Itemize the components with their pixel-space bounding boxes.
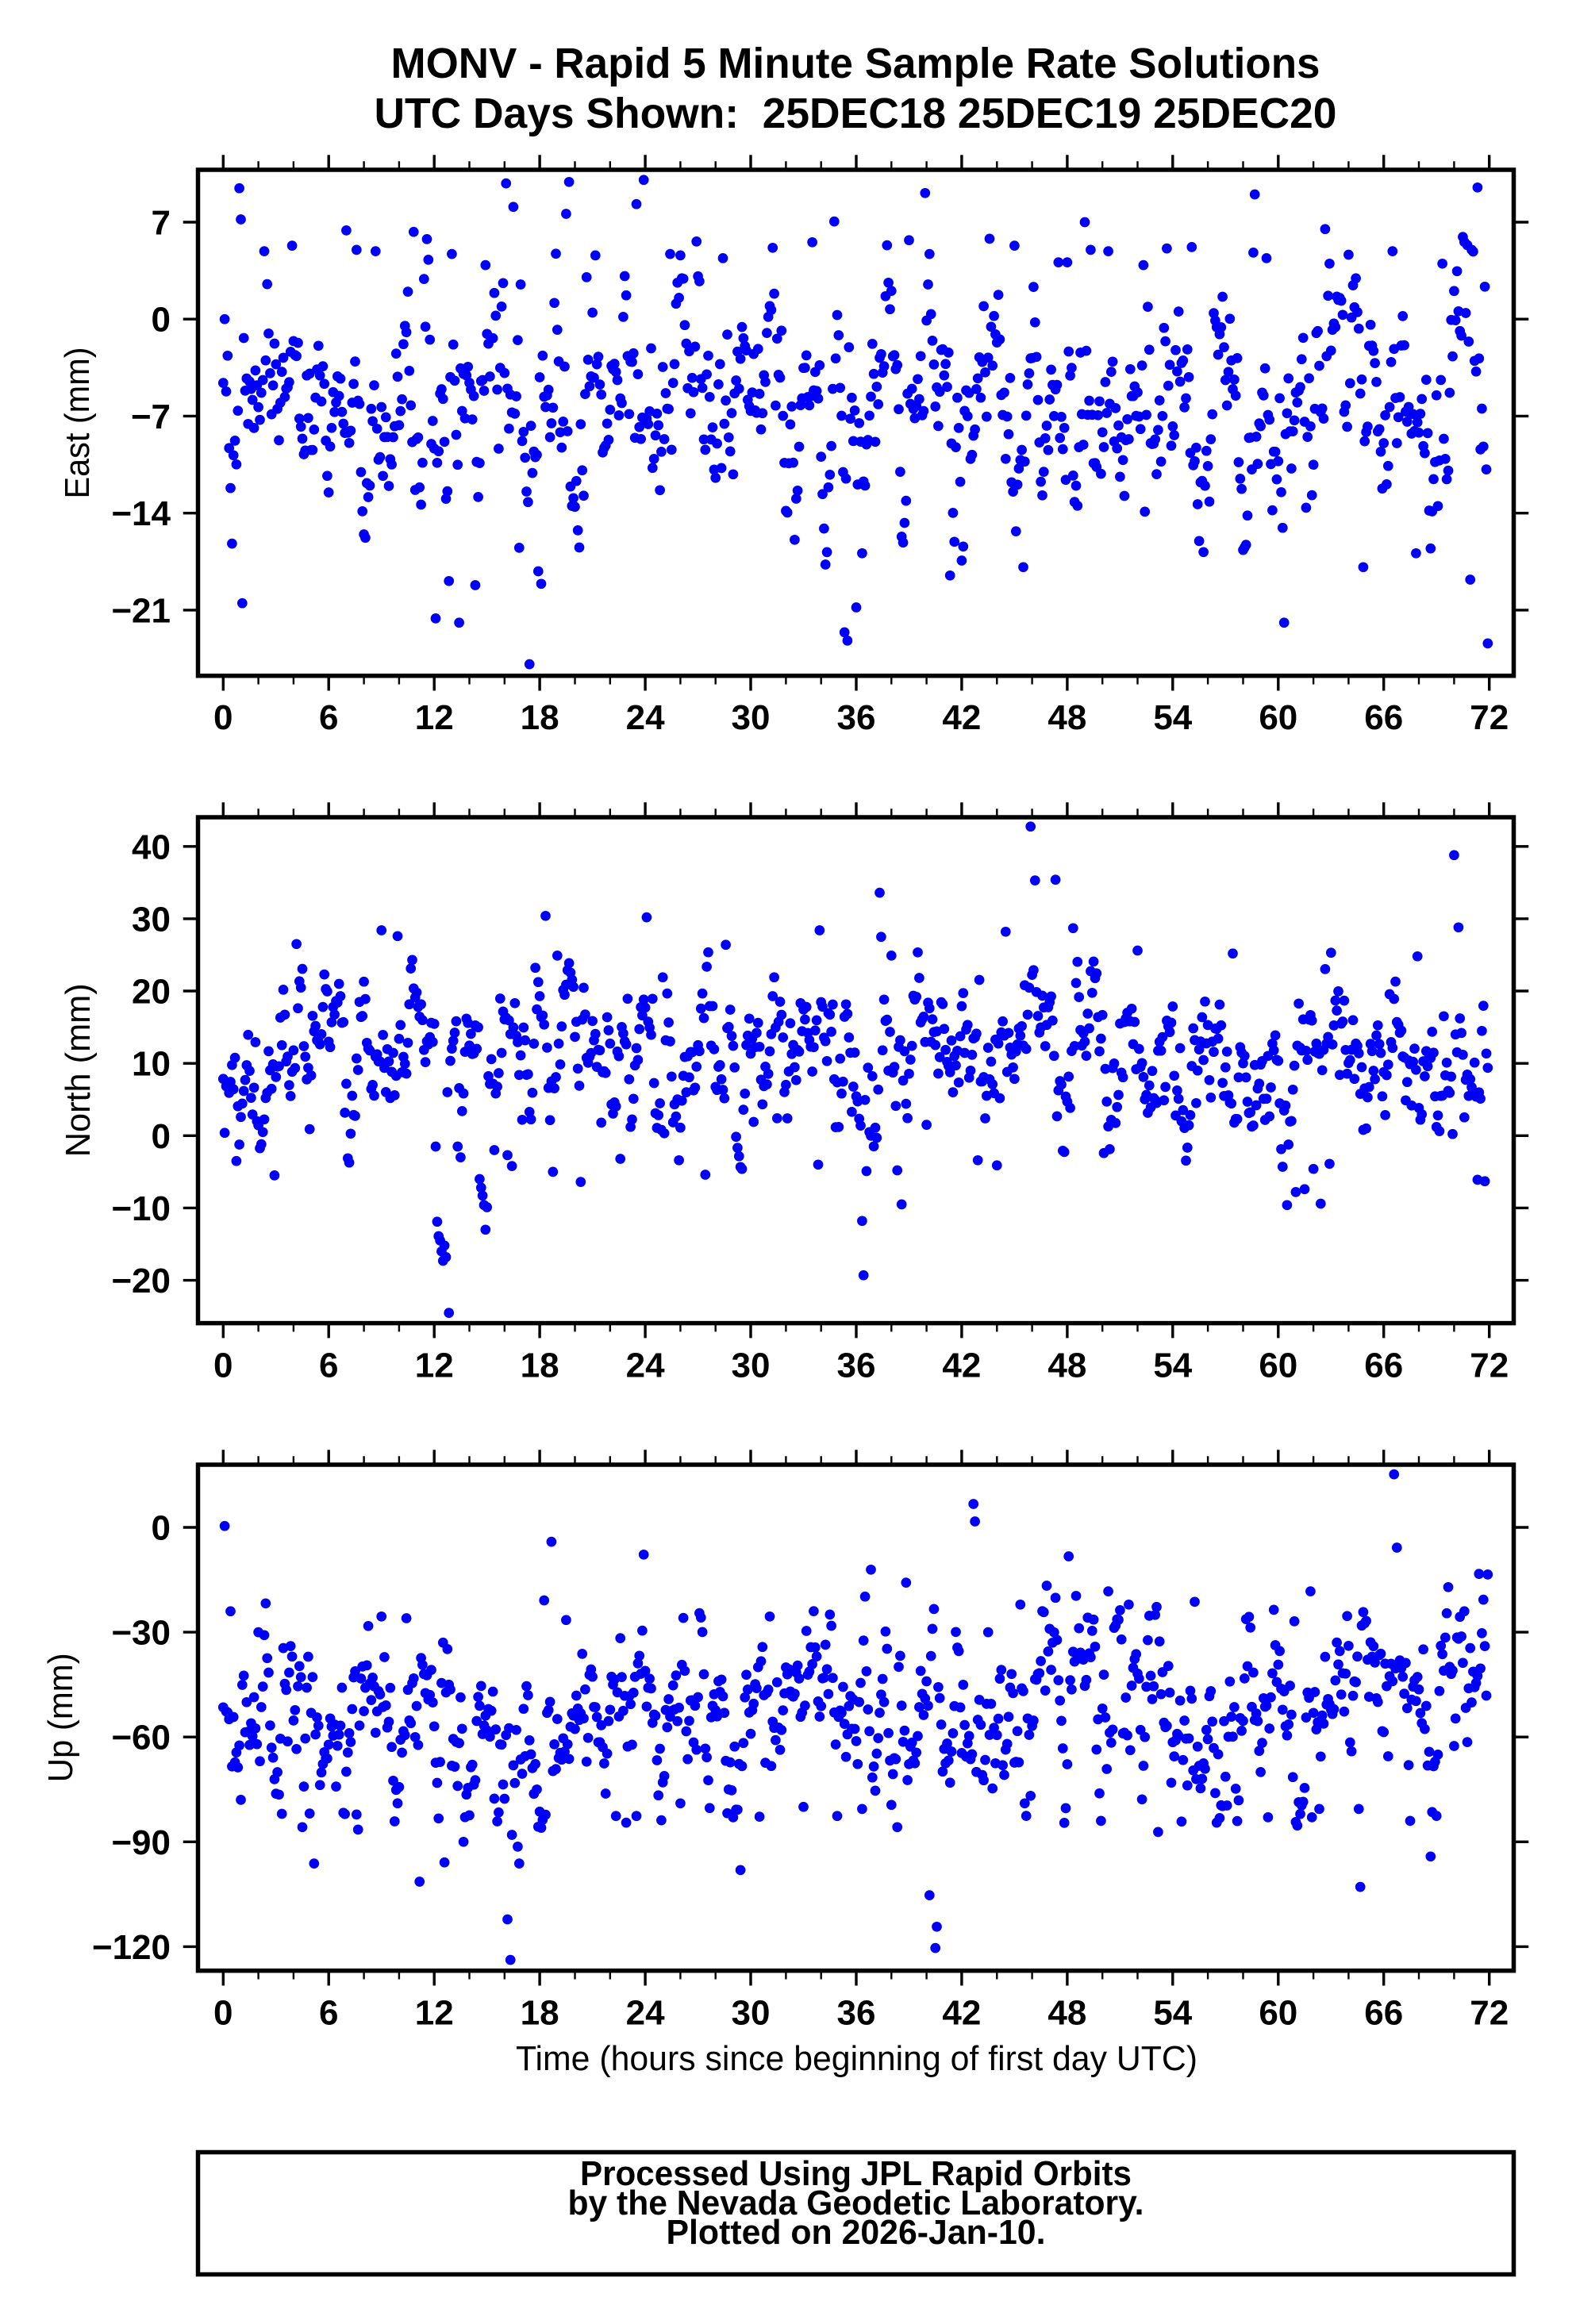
svg-text:66: 66 [1364,1994,1403,2033]
svg-text:48: 48 [1047,1994,1086,2033]
svg-text:72: 72 [1470,1994,1509,2033]
svg-text:12: 12 [415,1994,454,2033]
svg-text:48: 48 [1047,1346,1086,1385]
svg-text:−21: −21 [111,591,171,630]
svg-text:48: 48 [1047,698,1086,737]
svg-text:Processed Using JPL Rapid Orbi: Processed Using JPL Rapid Orbits [580,2154,1132,2193]
svg-text:0: 0 [152,301,171,340]
svg-text:24: 24 [626,698,665,737]
svg-text:6: 6 [319,1346,338,1385]
svg-text:UTC Days Shown: 25DEC18 25DEC: UTC Days Shown: 25DEC18 25DEC19 25DEC20 [375,90,1337,137]
svg-text:54: 54 [1153,698,1192,737]
svg-text:60: 60 [1259,1346,1297,1385]
svg-text:18: 18 [521,698,559,737]
svg-text:72: 72 [1470,1346,1509,1385]
svg-text:20: 20 [132,973,171,1012]
svg-text:66: 66 [1364,1346,1403,1385]
svg-text:0: 0 [213,698,233,737]
svg-text:−30: −30 [111,1614,171,1653]
svg-text:42: 42 [942,698,981,737]
svg-text:12: 12 [415,698,454,737]
svg-text:East (mm): East (mm) [58,348,97,499]
svg-text:−60: −60 [111,1719,171,1757]
svg-text:North (mm): North (mm) [59,983,98,1157]
svg-text:54: 54 [1153,1346,1192,1385]
svg-text:30: 30 [132,900,171,939]
svg-text:42: 42 [942,1994,981,2033]
svg-text:Time (hours since beginning of: Time (hours since beginning of first day… [516,2039,1197,2078]
svg-text:30: 30 [732,1994,771,2033]
svg-text:12: 12 [415,1346,454,1385]
svg-text:−120: −120 [92,1928,171,1967]
svg-text:36: 36 [837,1994,876,2033]
svg-text:72: 72 [1470,698,1509,737]
svg-text:24: 24 [626,1994,665,2033]
svg-text:36: 36 [837,698,876,737]
svg-text:18: 18 [521,1346,559,1385]
svg-text:−20: −20 [111,1262,171,1300]
svg-text:7: 7 [152,204,171,243]
svg-text:42: 42 [942,1346,981,1385]
svg-text:24: 24 [626,1346,665,1385]
svg-text:by the Nevada Geodetic Laborat: by the Nevada Geodetic Laboratory. [568,2184,1144,2222]
svg-text:Plotted on 2026-Jan-10.: Plotted on 2026-Jan-10. [667,2213,1046,2252]
svg-text:6: 6 [319,698,338,737]
svg-text:30: 30 [732,698,771,737]
svg-text:−14: −14 [111,494,171,533]
svg-text:−7: −7 [131,398,171,436]
svg-text:6: 6 [319,1994,338,2033]
svg-text:60: 60 [1259,1994,1297,2033]
svg-text:66: 66 [1364,698,1403,737]
svg-text:0: 0 [213,1346,233,1385]
svg-text:0: 0 [152,1117,171,1156]
svg-text:10: 10 [132,1045,171,1084]
svg-text:40: 40 [132,828,171,866]
svg-text:−90: −90 [111,1823,171,1862]
svg-text:0: 0 [213,1994,233,2033]
svg-text:−10: −10 [111,1189,171,1228]
svg-text:60: 60 [1259,698,1297,737]
svg-text:36: 36 [837,1346,876,1385]
svg-text:0: 0 [152,1509,171,1548]
svg-text:30: 30 [732,1346,771,1385]
svg-text:MONV - Rapid 5 Minute Sample R: MONV - Rapid 5 Minute Sample Rate Soluti… [391,40,1320,87]
svg-text:18: 18 [521,1994,559,2033]
svg-text:Up (mm): Up (mm) [41,1653,80,1782]
svg-text:54: 54 [1153,1994,1192,2033]
